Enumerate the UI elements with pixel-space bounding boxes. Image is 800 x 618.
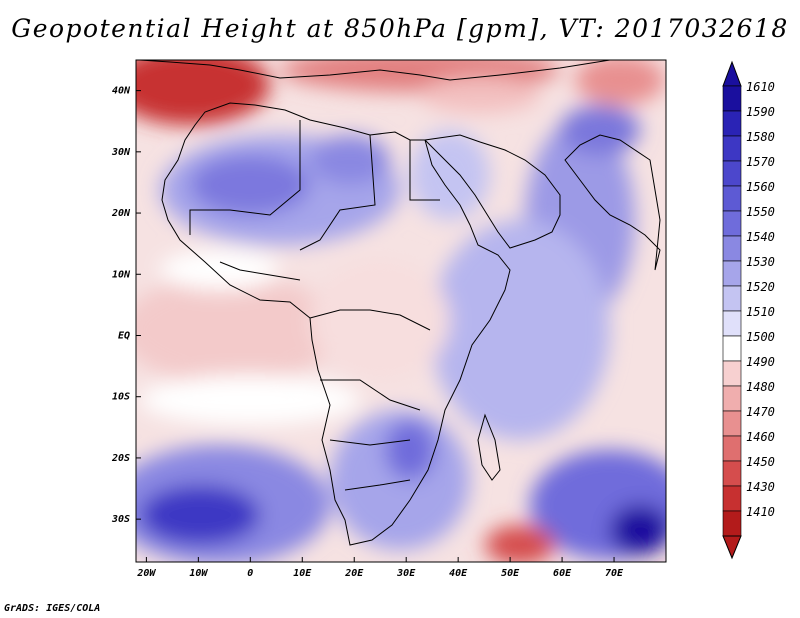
lon-tick-label: 10W — [189, 568, 208, 579]
lon-tick-label: 60E — [553, 568, 572, 579]
colorbar-label: 1470 — [746, 405, 775, 419]
colorbar-label: 1410 — [746, 505, 775, 519]
lat-tick-label: 20N — [111, 208, 131, 219]
colorbar-swatch — [722, 260, 742, 287]
colorbar-swatch — [722, 135, 742, 162]
lat-tick-label: EQ — [118, 330, 130, 341]
colorbar-label: 1520 — [746, 280, 775, 294]
colorbar-top-arrow — [722, 60, 742, 87]
lon-tick-label: 30E — [396, 568, 416, 579]
colorbar-label: 1500 — [746, 330, 775, 344]
colorbar-swatch — [722, 285, 742, 312]
colorbar-swatch — [722, 510, 742, 537]
lat-tick-label: 30N — [111, 147, 131, 158]
colorbar-swatch — [722, 110, 742, 137]
lat-axis: 40N 30N 20N 10N EQ 10S 20S 30S — [111, 86, 141, 525]
colorbar-label: 1530 — [746, 255, 775, 269]
lat-tick-label: 30S — [111, 514, 130, 525]
colorbar-swatch — [722, 410, 742, 437]
colorbar-label: 1570 — [746, 155, 775, 169]
colorbar-label: 1490 — [746, 355, 775, 369]
lon-tick-label: 10E — [293, 568, 312, 579]
colorbar-swatch — [722, 360, 742, 387]
colorbar-swatch — [722, 310, 742, 337]
colorbar-label: 1560 — [746, 180, 775, 194]
coastlines — [139, 60, 661, 546]
lon-tick-label: 70E — [605, 568, 624, 579]
colorbar-label: 1580 — [746, 130, 775, 144]
colorbar-swatch — [722, 435, 742, 462]
colorbar-swatch — [722, 235, 742, 262]
colorbar-label: 1550 — [746, 205, 775, 219]
colorbar-swatch — [722, 210, 742, 237]
colorbar-label: 1590 — [746, 105, 775, 119]
colorbar-label: 1460 — [746, 430, 775, 444]
lat-tick-label: 40N — [112, 86, 131, 97]
lon-axis: 20W 10W 0 10E 20E 30E 40E 50E 60E 70E — [136, 557, 624, 579]
colorbar-label: 1540 — [746, 230, 775, 244]
height-field — [136, 60, 666, 562]
colorbar-label: 1450 — [746, 455, 775, 469]
lat-tick-label: 20S — [111, 453, 130, 464]
colorbar-swatch — [722, 460, 742, 487]
lon-tick-label: 50E — [501, 568, 520, 579]
colorbar-swatch — [722, 85, 742, 112]
colorbar-swatch — [722, 335, 742, 362]
map-title: Geopotential Height at 850hPa [gpm], VT:… — [11, 14, 789, 43]
lon-tick-label: 20W — [136, 568, 156, 579]
lat-tick-label: 10S — [112, 392, 130, 403]
lon-tick-label: 40E — [449, 568, 468, 579]
colorbar-label: 1510 — [746, 305, 775, 319]
colorbar-swatch — [722, 385, 742, 412]
credit-label: GrADS: IGES/COLA — [4, 603, 101, 614]
colorbar-bottom-arrow — [722, 535, 742, 560]
lon-tick-label: 20E — [344, 568, 364, 579]
lon-tick-label: 0 — [247, 568, 253, 579]
colorbar-swatch — [722, 185, 742, 212]
colorbar-swatch — [722, 160, 742, 187]
lat-tick-label: 10N — [112, 269, 131, 280]
plot-frame — [135, 59, 667, 563]
colorbar: 1610 1590 1580 1570 1560 1550 1540 1530 1520 1510… — [722, 60, 775, 560]
colorbar-label: 1430 — [746, 480, 775, 494]
colorbar-swatch — [722, 485, 742, 512]
colorbar-label: 1480 — [746, 380, 775, 394]
colorbar-label: 1610 — [746, 80, 775, 94]
